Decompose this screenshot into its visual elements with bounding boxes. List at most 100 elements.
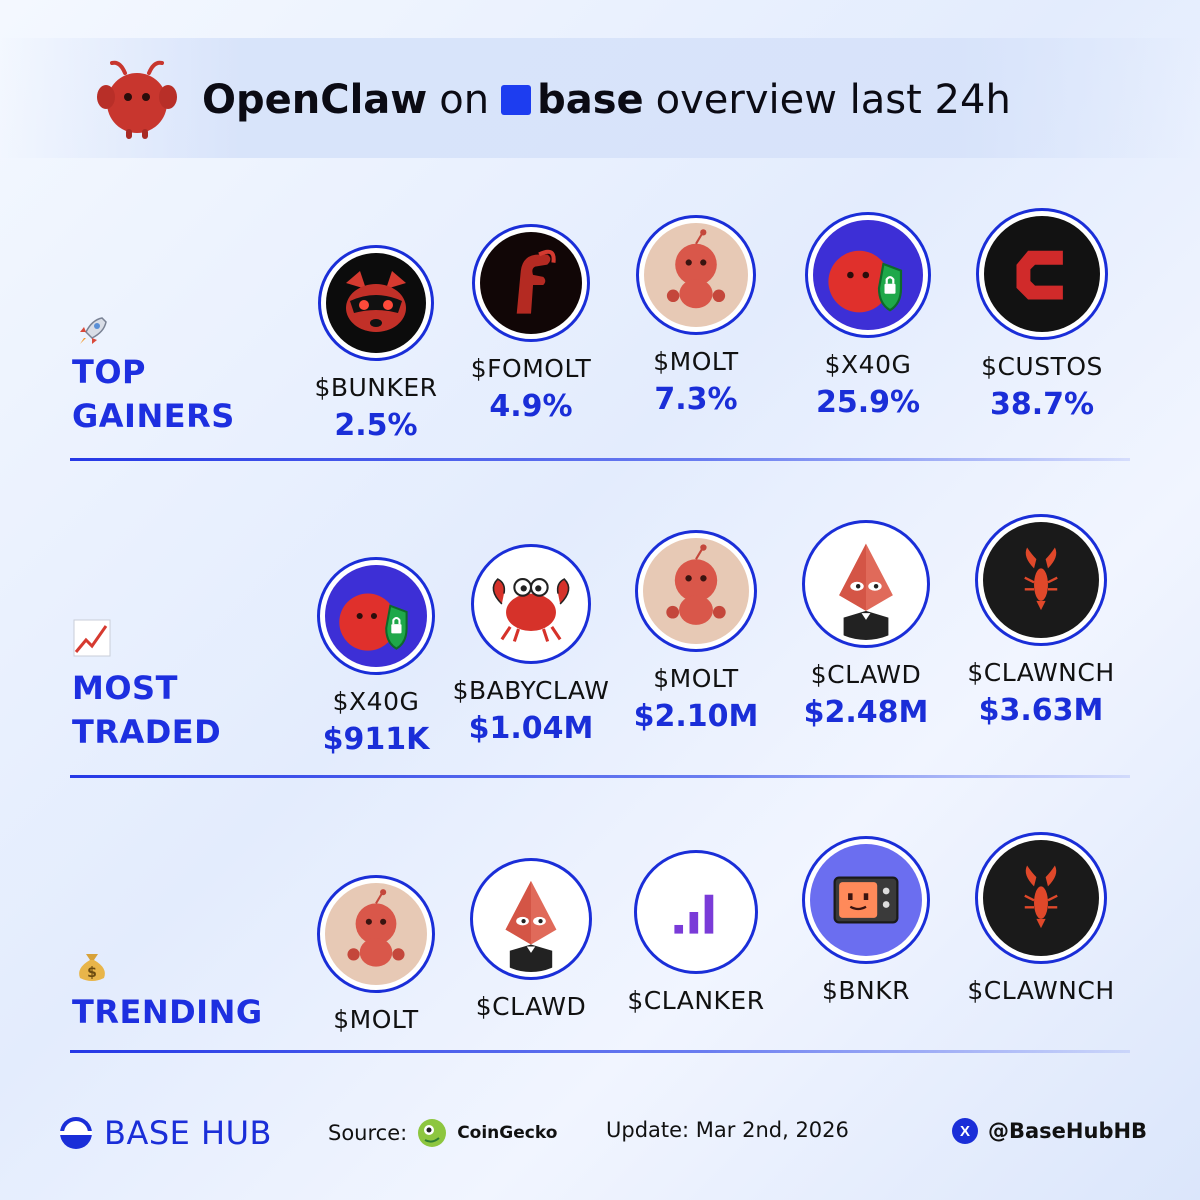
footer-source: Source: CoinGecko <box>328 1118 557 1148</box>
custos-logo-icon <box>984 216 1100 332</box>
token-card[interactable]: $CLANKER <box>611 850 781 1015</box>
token-symbol: $CLAWD <box>810 660 922 689</box>
token-card[interactable]: $CLAWNCH $3.63M <box>956 514 1126 728</box>
token-symbol: $MOLT <box>653 664 739 693</box>
update-date: Update: Mar 2nd, 2026 <box>606 1118 849 1142</box>
token-card[interactable]: $MOLT $2.10M <box>611 530 781 734</box>
token-avatar-ring <box>317 875 435 993</box>
section-divider <box>70 775 1130 778</box>
rocket-icon <box>80 317 107 344</box>
title-base: base <box>537 77 644 123</box>
footer-brand: BASE HUB <box>58 1114 272 1152</box>
label-line-2: GAINERS <box>72 397 235 435</box>
section-label-most-traded: MOST TRADED <box>72 666 221 754</box>
token-symbol: $MOLT <box>653 347 739 376</box>
token-value: $3.63M <box>978 693 1104 728</box>
token-card[interactable]: $X40G $911K <box>291 557 461 757</box>
token-symbol: $X40G <box>824 350 912 379</box>
source-name[interactable]: CoinGecko <box>457 1123 558 1143</box>
token-avatar-ring <box>805 212 931 338</box>
basehub-logo-icon <box>60 1117 92 1149</box>
token-avatar-ring <box>635 530 757 652</box>
token-card[interactable]: $CLAWD <box>446 858 616 1021</box>
token-avatar-ring <box>975 514 1107 646</box>
section-top-gainers: TOP GAINERS $BUNKER 2.5% <box>0 200 1200 462</box>
token-avatar-ring <box>975 832 1107 964</box>
token-avatar-ring <box>634 850 758 974</box>
title-suffix: overview last 24h <box>655 77 1011 123</box>
token-symbol: $MOLT <box>333 1005 419 1034</box>
token-value: $2.10M <box>633 699 759 734</box>
token-card[interactable]: $CLAWNCH <box>956 832 1126 1005</box>
token-avatar-ring <box>976 208 1108 340</box>
token-value: 2.5% <box>334 408 418 443</box>
token-avatar-ring <box>470 858 592 980</box>
token-value: $2.48M <box>803 695 929 730</box>
footer-brand-text: BASE HUB <box>104 1114 272 1152</box>
section-trending: $ TRENDING $MOLT <box>0 820 1200 1060</box>
token-card[interactable]: $MOLT <box>291 875 461 1034</box>
token-symbol: $CLAWD <box>475 992 587 1021</box>
token-card[interactable]: $BUNKER 2.5% <box>291 245 461 443</box>
x-logo-icon: X <box>952 1118 978 1144</box>
token-card[interactable]: $X40G 25.9% <box>783 212 953 420</box>
token-card[interactable]: $FOMOLT 4.9% <box>446 224 616 424</box>
fomolt-claw-logo-icon <box>480 232 582 334</box>
label-line-1: TOP <box>72 353 146 391</box>
label-line-1: MOST <box>72 669 178 707</box>
base-logo-icon <box>501 85 532 115</box>
token-symbol: $BABYCLAW <box>452 676 610 705</box>
token-card[interactable]: $CUSTOS 38.7% <box>957 208 1127 422</box>
token-value: 4.9% <box>489 389 573 424</box>
token-symbol: $FOMOLT <box>470 354 592 383</box>
footer-update: Update: Mar 2nd, 2026 <box>606 1118 849 1142</box>
token-avatar-ring <box>802 836 930 964</box>
section-label-trending: TRENDING <box>72 990 263 1034</box>
token-symbol: $BUNKER <box>314 373 438 402</box>
token-card[interactable]: $BNKR <box>781 836 951 1005</box>
clawnch-lobster-logo-icon <box>983 840 1099 956</box>
token-avatar-ring <box>636 215 756 335</box>
footer: BASE HUB Source: CoinGecko Update: Mar 2… <box>0 1110 1200 1160</box>
token-avatar-ring <box>317 557 435 675</box>
molt-crab-logo-icon <box>325 883 427 985</box>
openclaw-mascot-icon <box>97 60 177 139</box>
token-avatar-ring <box>318 245 434 361</box>
token-card[interactable]: $BABYCLAW $1.04M <box>446 544 616 746</box>
section-most-traded: MOST TRADED $X40G $911K <box>0 500 1200 780</box>
bnkr-tv-logo-icon <box>810 844 922 956</box>
token-symbol: $CLAWNCH <box>967 976 1115 1005</box>
footer-social[interactable]: X @BaseHubHB <box>952 1118 1147 1144</box>
molt-crab-logo-icon <box>644 223 748 327</box>
header-banner: OpenClaw on base overview last 24h <box>0 38 1200 158</box>
token-avatar-ring <box>472 224 590 342</box>
token-symbol: $CUSTOS <box>981 352 1103 381</box>
token-value: 38.7% <box>989 387 1095 422</box>
money-bag-icon: $ <box>79 954 105 981</box>
raccoon-logo-icon <box>326 253 426 353</box>
token-symbol: $CLAWNCH <box>967 658 1115 687</box>
baby-crab-logo-icon <box>479 552 583 656</box>
token-avatar-ring <box>471 544 591 664</box>
section-divider <box>70 458 1130 461</box>
token-value: $1.04M <box>468 711 594 746</box>
token-card[interactable]: $MOLT 7.3% <box>611 215 781 417</box>
social-handle[interactable]: @BaseHubHB <box>988 1119 1148 1143</box>
label-line-1: TRENDING <box>72 993 263 1031</box>
token-avatar-ring <box>802 520 930 648</box>
coingecko-logo-icon <box>418 1119 447 1147</box>
svg-text:$: $ <box>87 965 97 981</box>
token-symbol: $BNKR <box>821 976 911 1005</box>
molt-crab-logo-icon <box>643 538 749 644</box>
token-symbol: $X40G <box>332 687 420 716</box>
title-brand: OpenClaw <box>202 77 428 123</box>
chart-up-icon <box>73 619 111 657</box>
source-label: Source: <box>328 1121 408 1145</box>
label-line-2: TRADED <box>72 713 222 751</box>
section-divider <box>70 1050 1130 1053</box>
clawd-pepe-logo-icon <box>810 528 922 640</box>
token-symbol: $CLANKER <box>627 986 765 1015</box>
clanker-bars-logo-icon <box>642 858 750 966</box>
section-label-top-gainers: TOP GAINERS <box>72 350 235 438</box>
token-card[interactable]: $CLAWD $2.48M <box>781 520 951 730</box>
